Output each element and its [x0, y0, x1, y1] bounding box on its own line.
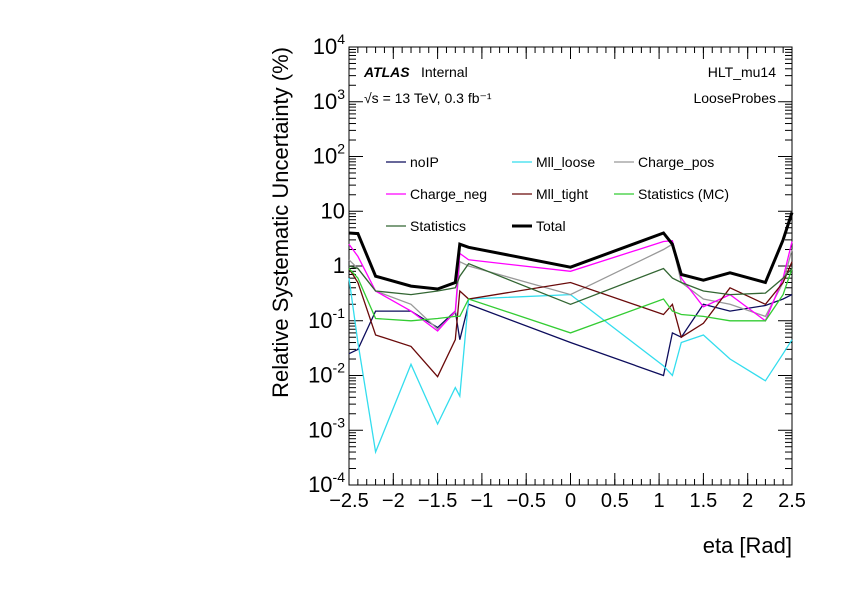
x-tick-label: 1.5	[689, 490, 717, 512]
legend-label: Statistics (MC)	[638, 186, 729, 202]
y-tick-label: 1	[333, 253, 345, 278]
legend-label: Statistics	[410, 218, 466, 234]
annotations: ATLAS Internal √s = 13 TeV, 0.3 fb⁻¹ HLT…	[363, 64, 776, 106]
energy-lumi-label: √s = 13 TeV, 0.3 fb⁻¹	[364, 90, 492, 106]
x-tick-label: −1	[470, 490, 493, 512]
axes: −2.5 −2 −1.5 −1 −0.5 0 0.5 1 1.5 2 2.510-410-310-2…	[308, 31, 806, 512]
x-tick-label: 2.5	[778, 490, 806, 512]
legend-label: Charge_neg	[410, 186, 487, 202]
y-tick-label: 10-3	[308, 414, 345, 442]
y-tick-label: 10	[321, 198, 345, 223]
series-line-total	[348, 212, 794, 291]
series-line-charge-pos	[348, 243, 793, 331]
series-line-charge-neg	[348, 240, 793, 332]
series-line-statistics-mc	[348, 268, 793, 334]
y-tick-label: 103	[313, 86, 345, 114]
probes-label: LooseProbes	[693, 90, 776, 106]
x-tick-label: −2.5	[329, 490, 368, 512]
legend-label: Charge_pos	[638, 154, 714, 170]
x-tick-label: 2	[742, 490, 753, 512]
trigger-label: HLT_mu14	[708, 64, 776, 80]
series-line-mll-tight	[348, 261, 793, 378]
series-group	[348, 212, 794, 455]
y-tick-label: 10-2	[308, 360, 345, 388]
legend-label: Total	[536, 218, 566, 234]
x-tick-label: −2	[382, 490, 405, 512]
x-tick-label: −0.5	[506, 490, 545, 512]
atlas-label: ATLAS	[363, 64, 410, 80]
series-line-noip	[348, 294, 793, 377]
y-tick-label: 102	[313, 141, 345, 169]
legend-label: noIP	[410, 154, 439, 170]
x-tick-label: 0	[565, 490, 576, 512]
x-tick-label: 1	[654, 490, 665, 512]
x-axis-label: eta [Rad]	[703, 533, 792, 558]
series-line-statistics	[348, 262, 793, 305]
legend-label: Mll_loose	[536, 154, 595, 170]
legend-label: Mll_tight	[536, 186, 588, 202]
y-tick-label: 104	[313, 31, 345, 59]
x-tick-label: 0.5	[601, 490, 629, 512]
y-axis-label: Relative Systematic Uncertainty (%)	[268, 47, 293, 398]
x-tick-label: −1.5	[418, 490, 457, 512]
y-tick-label: 10-1	[308, 305, 345, 333]
internal-label: Internal	[421, 64, 468, 80]
legend: noIP Mll_loose Charge_pos Charge_neg Mll_tig…	[386, 154, 729, 234]
